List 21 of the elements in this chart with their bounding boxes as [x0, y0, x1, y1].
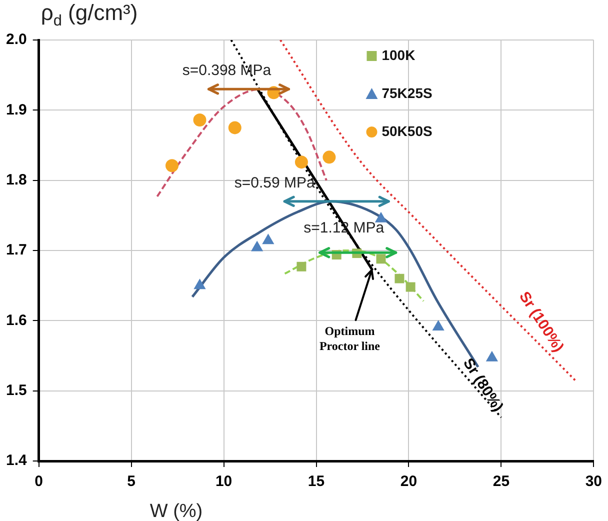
x-tick-label: 0 [34, 473, 44, 490]
y-tick-label: 2.0 [6, 31, 27, 48]
legend-label: 50K50S [382, 122, 432, 139]
y-tick-label: 1.7 [6, 242, 27, 259]
y-tick-label: 1.6 [6, 312, 27, 329]
legend-label: 100K [382, 46, 416, 63]
y-tick-label: 1.9 [6, 101, 27, 118]
y-tick-label: 1.5 [6, 382, 27, 399]
y-tick-label: 1.4 [6, 452, 28, 470]
x-tick-label: 5 [127, 473, 136, 490]
x-tick-label: 25 [492, 473, 510, 490]
x-axis-title: W (%) [150, 501, 203, 521]
x-tick-label: 10 [215, 473, 232, 490]
x-tick-label: 15 [308, 473, 325, 490]
legend-label: 75K25S [382, 84, 432, 101]
annotation: Optimum Proctor line [319, 324, 381, 354]
x-tick-label: 20 [400, 473, 418, 490]
annotation: s=0.398 MPa [182, 62, 272, 80]
annotation: s=0.59 MPa [234, 174, 316, 192]
x-tick-label: 30 [585, 473, 602, 490]
y-tick-label: 1.8 [6, 171, 27, 188]
